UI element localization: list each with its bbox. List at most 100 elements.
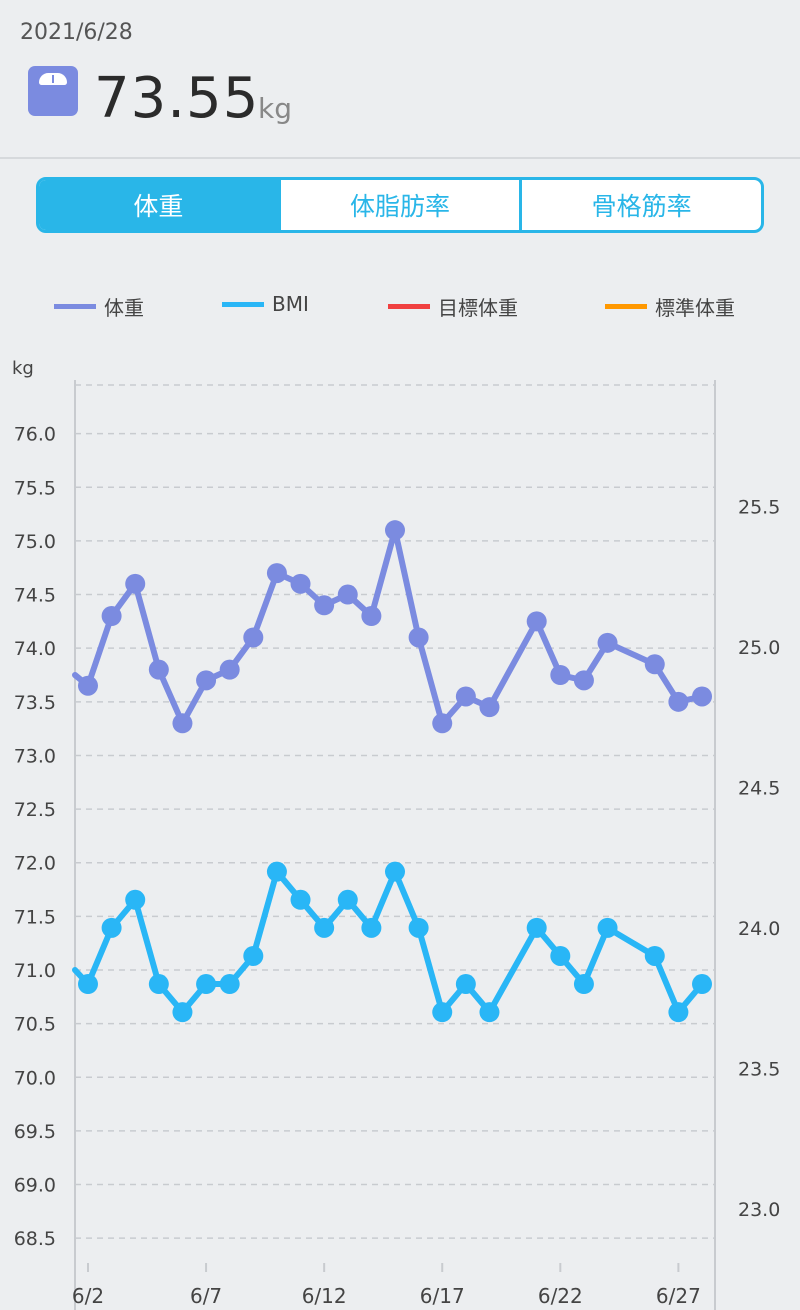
bmi-data-point — [243, 945, 264, 966]
weight-data-point — [148, 659, 169, 680]
weight-data-point — [668, 691, 689, 712]
x-tick-label: 6/2 — [72, 1284, 104, 1308]
bmi-data-point — [77, 974, 98, 995]
bmi-data-point — [550, 945, 571, 966]
bmi-data-point — [314, 917, 335, 938]
y-tick-label-left: 68.5 — [14, 1228, 56, 1250]
metric-tabs: 体重 体脂肪率 骨格筋率 — [36, 177, 764, 233]
weight-data-point — [290, 573, 311, 594]
weight-data-point — [196, 670, 217, 691]
header: 2021/6/28 73.55 kg — [0, 0, 800, 159]
bmi-data-point — [408, 917, 429, 938]
weight-data-point — [455, 686, 476, 707]
weight-data-point — [550, 665, 571, 685]
y-tick-label-left: 76.0 — [14, 424, 56, 446]
x-tick-label: 6/7 — [190, 1284, 222, 1308]
weight-data-point — [219, 659, 240, 680]
y-axis-unit-label: kg — [12, 360, 34, 379]
y-tick-label-left: 72.5 — [14, 799, 56, 821]
bmi-data-point — [125, 889, 146, 910]
legend-weight-label: 体重 — [104, 296, 144, 320]
y-tick-label-right: 24.5 — [738, 777, 780, 799]
y-tick-label-left: 73.5 — [14, 692, 56, 714]
tab-skeletal-muscle[interactable]: 骨格筋率 — [591, 192, 692, 221]
legend-target-weight: 目標体重 — [388, 292, 518, 321]
bmi-data-point — [148, 974, 169, 995]
bmi-data-point — [219, 974, 240, 995]
tab-weight[interactable]: 体重 — [39, 180, 281, 230]
legend-standard-swatch — [605, 304, 647, 309]
y-tick-label-left: 72.0 — [14, 853, 56, 875]
bmi-data-point — [432, 1002, 453, 1023]
bmi-data-point — [479, 1002, 500, 1023]
y-tick-label-right: 25.5 — [738, 496, 780, 518]
x-tick-label: 6/27 — [656, 1284, 701, 1308]
bmi-data-point — [597, 917, 618, 938]
y-tick-label-left: 74.5 — [14, 585, 56, 607]
bmi-data-point — [172, 1002, 193, 1023]
weight-data-point — [361, 606, 382, 626]
weight-data-point — [125, 573, 146, 594]
y-tick-label-left: 69.0 — [14, 1175, 56, 1197]
legend-standard-weight: 標準体重 — [605, 292, 735, 321]
weight-data-point — [243, 627, 264, 648]
bmi-data-point — [196, 974, 217, 995]
chart-legend: 体重 BMI 目標体重 標準体重 — [0, 292, 800, 322]
legend-target-label: 目標体重 — [438, 296, 518, 320]
y-tick-label-right: 23.0 — [738, 1199, 780, 1221]
bmi-data-point — [101, 917, 122, 938]
measurement-date: 2021/6/28 — [20, 20, 133, 45]
legend-standard-label: 標準体重 — [655, 296, 735, 320]
weight-data-point — [337, 584, 358, 605]
y-tick-label-right: 24.0 — [738, 918, 780, 940]
x-tick-label: 6/22 — [538, 1284, 583, 1308]
y-tick-label-left: 70.5 — [14, 1014, 56, 1036]
weight-data-point — [314, 595, 335, 616]
bmi-series-line — [72, 868, 705, 1016]
legend-weight-swatch — [54, 304, 96, 309]
y-tick-label-right: 25.0 — [738, 637, 780, 659]
bmi-data-point — [668, 1002, 689, 1023]
y-tick-label-left: 73.0 — [14, 745, 56, 767]
weight-data-point — [597, 632, 618, 653]
weight-unit: kg — [258, 92, 292, 125]
weight-data-point — [266, 563, 287, 584]
bmi-data-point — [644, 945, 665, 966]
weight-data-point — [526, 611, 547, 632]
weight-data-point — [385, 520, 405, 541]
x-tick-label: 6/17 — [420, 1284, 465, 1308]
bmi-data-point — [573, 974, 594, 995]
legend-bmi: BMI — [222, 292, 309, 316]
weight-data-point — [172, 713, 193, 734]
legend-weight: 体重 — [54, 292, 144, 321]
y-tick-label-left: 70.0 — [14, 1067, 56, 1089]
y-tick-label-right: 23.5 — [738, 1058, 780, 1080]
weight-series-line — [72, 527, 705, 727]
y-tick-label-left: 71.0 — [14, 960, 56, 982]
weight-data-point — [644, 654, 665, 675]
weight-data-point — [77, 675, 98, 696]
bmi-data-point — [266, 861, 287, 882]
weight-data-point — [479, 697, 500, 718]
tab-body-fat[interactable]: 体脂肪率 — [281, 180, 523, 230]
weight-data-point — [101, 606, 122, 626]
y-tick-label-left: 71.5 — [14, 906, 56, 928]
weight-data-point — [408, 627, 429, 648]
weight-data-point — [432, 713, 453, 734]
bmi-data-point — [455, 974, 476, 995]
weight-data-point — [692, 686, 713, 707]
bmi-data-point — [526, 917, 547, 938]
legend-target-swatch — [388, 304, 430, 309]
y-tick-label-left: 69.5 — [14, 1121, 56, 1143]
y-tick-label-left: 74.0 — [14, 638, 56, 660]
legend-bmi-swatch — [222, 301, 264, 307]
bmi-data-point — [290, 889, 311, 910]
bmi-data-point — [692, 974, 713, 995]
x-tick-label: 6/12 — [302, 1284, 347, 1308]
weight-data-point — [573, 670, 594, 691]
legend-bmi-label: BMI — [272, 292, 309, 316]
y-tick-label-left: 75.5 — [14, 477, 56, 499]
weight-bmi-chart: kg 68.5 69.0 69.5 70.0 70.5 71.0 71.5 72.0 72.5 7… — [12, 360, 780, 1310]
bmi-data-point — [361, 917, 382, 938]
scale-icon — [28, 66, 78, 116]
